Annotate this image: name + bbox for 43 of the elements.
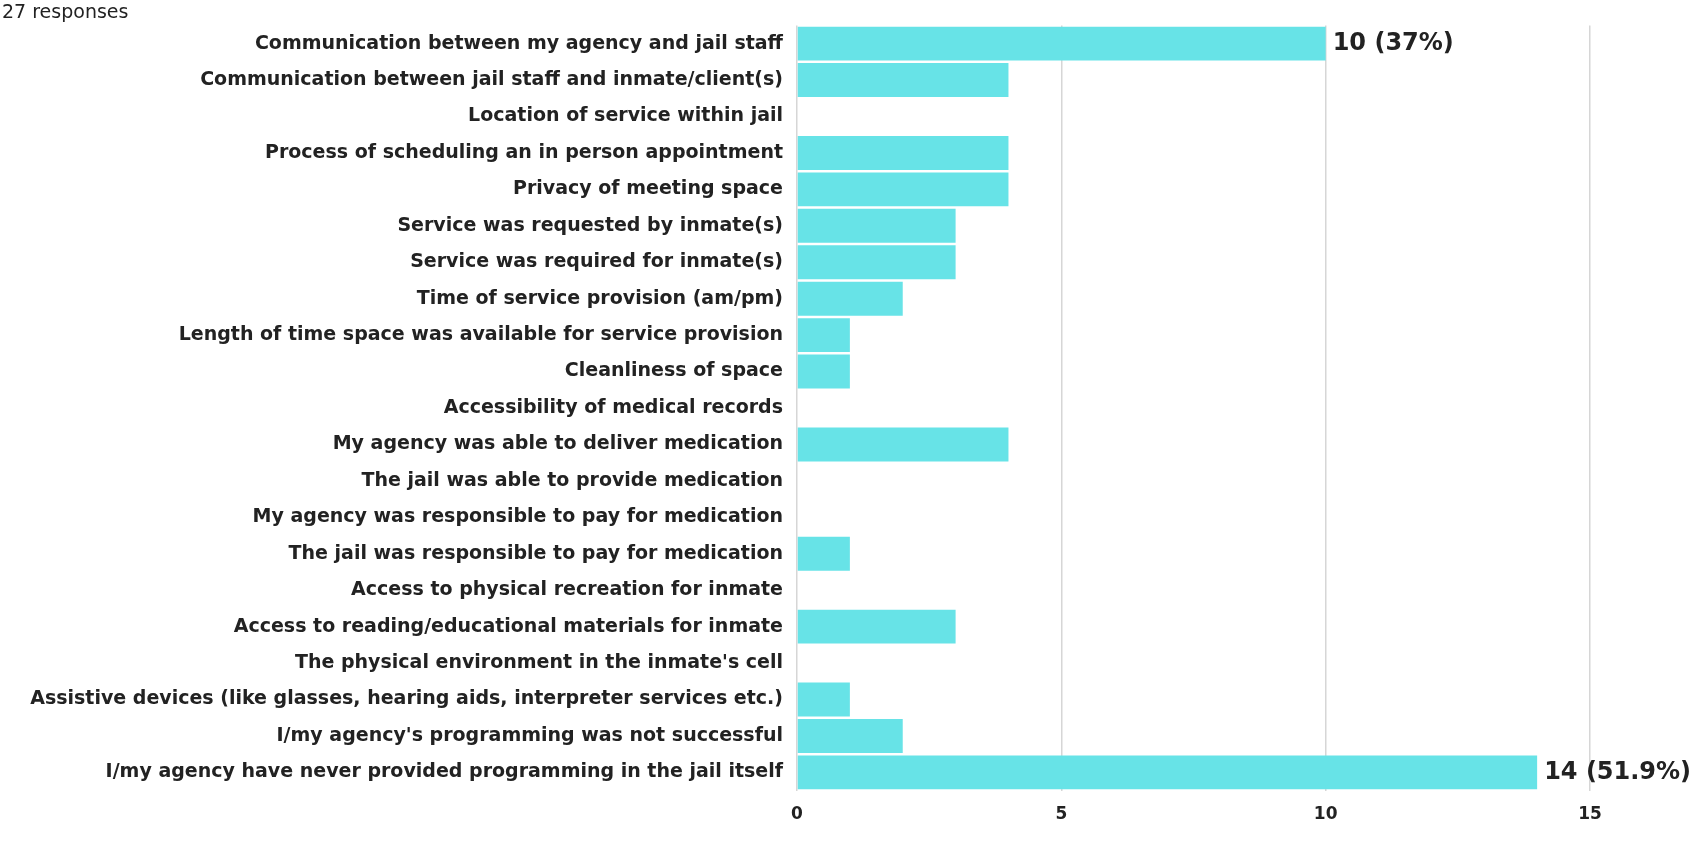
- y-tick-label: I/my agency have never provided programming in the jail itself: [105, 759, 784, 782]
- bar: [797, 536, 850, 571]
- y-tick-label: Access to physical recreation for inmate: [351, 577, 783, 600]
- bar: [797, 719, 903, 753]
- y-tick-label: The physical environment in the inmate's cell: [294, 650, 783, 672]
- bar: [797, 354, 850, 389]
- bar: [797, 63, 1009, 97]
- bar: [797, 682, 850, 717]
- y-tick-label: Assistive devices (like glasses, hearing aids, interpreter services etc.): [30, 686, 783, 709]
- data-label: 10 (37%): [1332, 27, 1454, 56]
- y-tick-label: I/my agency's programming was not successful: [276, 722, 783, 745]
- y-tick-label: Privacy of meeting space: [513, 176, 783, 199]
- bar: [797, 245, 956, 280]
- y-tick-label: Service was requested by inmate(s): [397, 212, 783, 235]
- x-tick-label: 15: [1578, 803, 1602, 824]
- bar: [797, 208, 956, 243]
- y-tick-label: My agency was responsible to pay for medication: [252, 504, 783, 527]
- y-tick-label: Process of scheduling an in person appointment: [264, 139, 783, 162]
- text: 27 responses: [2, 0, 129, 23]
- y-tick-label: Cleanliness of space: [564, 358, 783, 381]
- bar: [797, 427, 1009, 462]
- y-tick-label: Location of service within jail: [468, 103, 783, 126]
- bar: [797, 135, 1009, 170]
- bar: [797, 609, 956, 644]
- y-tick-label: Access to reading/educational materials for inmate: [233, 613, 783, 636]
- y-tick-label: The jail was responsible to pay for medication: [288, 540, 783, 563]
- x-tick-label: 5: [1055, 803, 1068, 824]
- y-tick-label: My agency was able to deliver medication: [332, 431, 783, 454]
- y-tick-label: Communication between jail staff and inmate/client(s): [200, 66, 783, 89]
- data-label: 14 (51.9%): [1544, 756, 1692, 785]
- y-tick-label: Time of service provision (am/pm): [416, 285, 783, 308]
- bar: [797, 172, 1009, 207]
- x-tick-label: 0: [791, 803, 804, 824]
- y-tick-label: Communication between my agency and jail staff: [254, 30, 784, 53]
- x-tick-label: 10: [1313, 803, 1338, 824]
- bar: [797, 755, 1538, 790]
- y-tick-label: The jail was able to provide medication: [361, 467, 783, 490]
- bar: [797, 318, 850, 353]
- y-tick-label: Accessibility of medical records: [443, 394, 783, 417]
- y-tick-label: Service was required for inmate(s): [410, 249, 783, 272]
- bar: [797, 26, 1326, 61]
- y-tick-label: Length of time space was available for service provision: [178, 322, 783, 345]
- bar: [797, 281, 903, 316]
